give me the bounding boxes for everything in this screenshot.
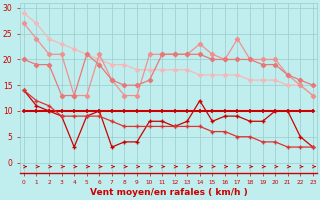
X-axis label: Vent moyen/en rafales ( km/h ): Vent moyen/en rafales ( km/h ) <box>90 188 247 197</box>
